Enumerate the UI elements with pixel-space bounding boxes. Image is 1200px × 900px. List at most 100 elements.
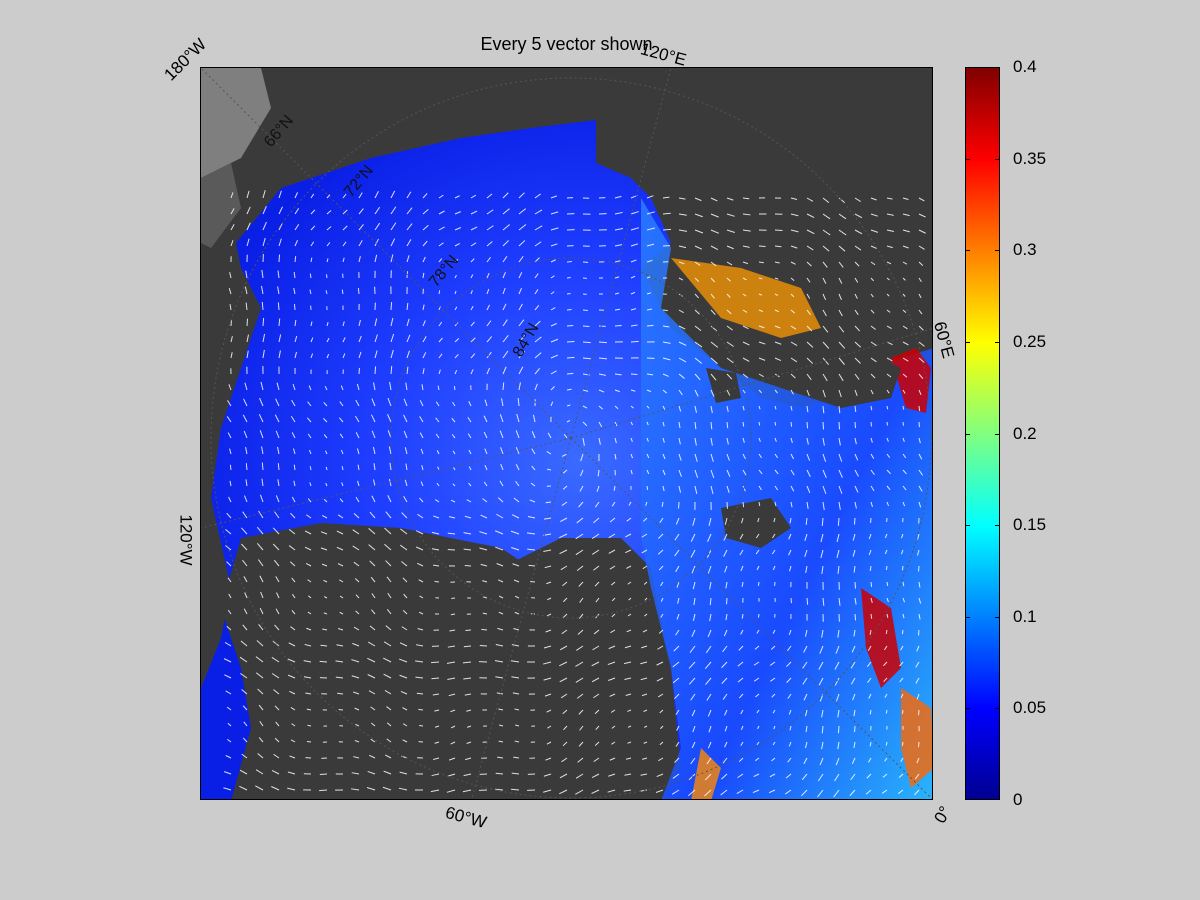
drift-vector [707,533,712,542]
drift-vector [672,677,680,684]
colorbar-tick-mark [995,250,1000,252]
drift-vector [676,581,680,588]
drift-vector [694,261,701,266]
drift-vector [692,581,696,590]
drift-vector [356,448,360,455]
drift-vector [342,193,347,199]
drift-vector [726,293,731,298]
drift-vector [789,517,792,524]
drift-vector [543,773,552,777]
drift-vector [917,741,920,748]
drift-vector [495,644,504,647]
drift-vector [643,725,648,728]
drift-vector [726,309,732,315]
drift-vector [838,373,844,382]
drift-vector [518,287,523,295]
drift-vector [662,485,665,492]
drift-vector [694,341,703,348]
drift-vector [737,677,744,683]
drift-vector [486,241,493,247]
drift-vector [438,353,443,359]
drift-vector [518,335,526,343]
drift-vector [547,468,552,471]
drift-vector [867,677,872,683]
drift-vector [790,453,795,460]
drift-vector [547,725,552,729]
drift-vector [614,421,618,427]
drift-vector [770,677,776,682]
drift-vector [486,209,494,215]
drift-vector [544,565,552,569]
lon-label-60w: 60°W [443,802,489,833]
drift-vector [870,309,875,314]
drift-vector [387,495,392,503]
drift-vector [433,515,440,519]
colorbar-tick-label: 0.3 [1013,240,1037,260]
drift-vector [675,629,680,636]
drift-vector [838,597,841,606]
drift-vector [852,533,856,541]
drift-vector [657,549,664,555]
drift-vector [774,501,777,507]
drift-vector [245,463,248,471]
drift-vector [369,560,376,567]
drift-vector [575,773,584,779]
drift-vector [694,293,699,299]
drift-vector [902,469,907,475]
drift-vector [306,708,312,711]
drift-vector [290,512,296,519]
drift-vector [355,610,360,615]
map-canvas: 66°N 72°N 78°N 84°N [201,68,932,799]
drift-vector [870,389,874,395]
drift-vector [630,275,636,279]
drift-vector [806,213,815,218]
drift-vector [242,737,248,743]
drift-vector [790,357,798,363]
drift-vector [294,351,297,359]
drift-vector [304,546,312,551]
drift-vector [498,708,504,711]
drift-vector [563,597,568,603]
drift-vector [646,373,654,376]
drift-vector [494,530,504,535]
drift-vector [242,559,248,567]
drift-vector [722,645,728,653]
drift-vector [356,383,360,391]
drift-vector [656,661,664,666]
drift-vector [646,437,649,442]
drift-vector [598,405,603,410]
drift-vector [595,597,600,603]
drift-vector [838,341,846,349]
drift-vector [773,517,776,523]
drift-vector [518,350,525,359]
drift-vector [261,478,264,487]
drift-vector [694,357,703,364]
drift-vector [448,693,456,697]
drift-vector [384,754,392,759]
drift-vector [838,245,846,252]
drift-vector [274,624,280,631]
drift-vector [646,485,649,490]
drift-vector [406,334,411,343]
drift-vector [609,517,616,523]
drift-vector [246,334,249,343]
drift-vector [289,755,296,759]
drift-vector [417,513,424,519]
drift-vector [870,277,875,282]
drift-vector [470,337,476,343]
drift-vector [527,515,536,519]
drift-vector [561,453,568,457]
ice-sheet-region [201,68,271,178]
drift-vector [304,643,312,647]
drift-vector [496,563,504,567]
drift-vector [688,677,696,685]
drift-vector [225,528,232,535]
drift-vector [886,437,889,442]
drift-vector [689,645,696,653]
drift-vector [674,693,680,700]
drift-vector [694,229,704,234]
drift-vector [577,757,584,763]
drift-vector [838,437,841,446]
drift-vector [726,357,734,364]
drift-vector [307,401,312,407]
